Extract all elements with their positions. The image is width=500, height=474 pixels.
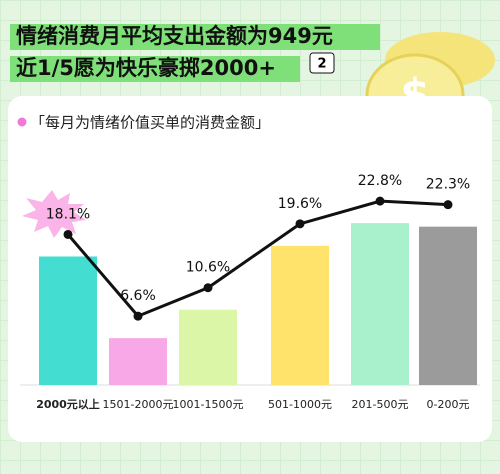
value-label: 19.6% bbox=[278, 196, 322, 212]
x-tick-label: 2000元以上 bbox=[36, 397, 100, 411]
bar bbox=[351, 223, 409, 385]
subtitle: 近1/5愿为快乐豪掷2000+ bbox=[16, 56, 276, 80]
bar bbox=[39, 256, 97, 385]
x-tick-label: 1501-2000元 bbox=[103, 398, 174, 411]
point bbox=[443, 200, 453, 210]
value-label: 22.8% bbox=[358, 173, 402, 189]
bar bbox=[271, 245, 329, 385]
point bbox=[295, 219, 305, 229]
x-tick-label: 1001-1500元 bbox=[173, 398, 244, 411]
value-label: 6.6% bbox=[120, 288, 156, 304]
badge: 2 bbox=[317, 57, 326, 72]
x-tick-label: 501-1000元 bbox=[268, 398, 332, 411]
line bbox=[66, 199, 449, 318]
chart-title: 「每月为情绪价值买单的消费金额」 bbox=[30, 114, 270, 132]
starburst bbox=[22, 190, 86, 238]
title: 情绪消费月平均支出金额为949元 bbox=[16, 24, 333, 48]
title-highlight bbox=[10, 24, 380, 50]
badge-box bbox=[309, 52, 335, 74]
subtitle-highlight bbox=[10, 56, 300, 82]
bar bbox=[179, 309, 237, 385]
bar bbox=[109, 338, 167, 385]
point bbox=[133, 311, 143, 321]
point bbox=[375, 196, 385, 206]
point bbox=[63, 229, 73, 239]
bullet bbox=[17, 117, 27, 127]
value-label: 18.1% bbox=[46, 206, 90, 222]
value-label: 22.3% bbox=[426, 177, 470, 193]
x-tick-label: 201-500元 bbox=[352, 398, 409, 411]
value-label: 10.6% bbox=[186, 260, 230, 276]
point bbox=[203, 283, 213, 293]
x-tick-label: 0-200元 bbox=[427, 398, 470, 411]
bar bbox=[419, 226, 477, 385]
